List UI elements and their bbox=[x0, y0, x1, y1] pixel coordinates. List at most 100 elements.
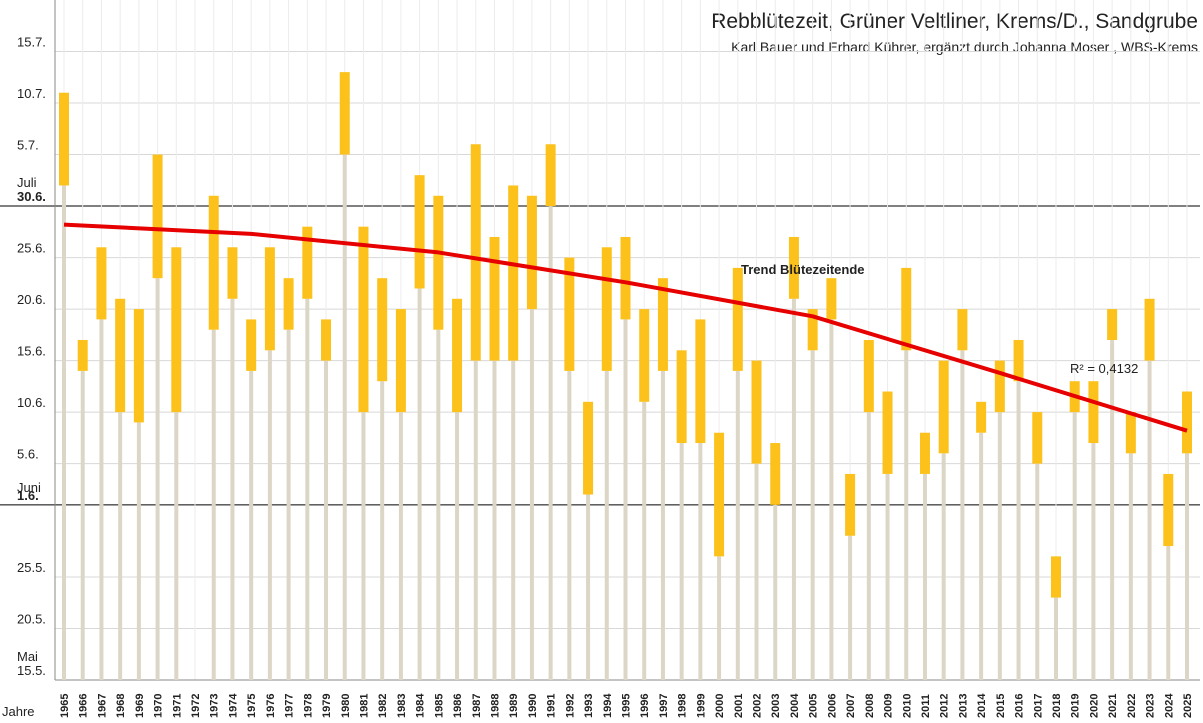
x-tick-label: 1970 bbox=[153, 694, 165, 718]
stem bbox=[885, 473, 890, 680]
x-axis-label: Jahre bbox=[2, 704, 35, 719]
x-tick-label: 2010 bbox=[901, 694, 913, 718]
month-label: Juli bbox=[17, 175, 37, 190]
x-tick-label: 2011 bbox=[920, 694, 932, 718]
stem bbox=[1128, 453, 1133, 680]
bar bbox=[264, 247, 275, 351]
bar bbox=[564, 257, 575, 371]
x-tick-label: 1978 bbox=[302, 694, 314, 718]
x-tick-label: 2002 bbox=[752, 694, 764, 718]
stem bbox=[1166, 546, 1171, 680]
y-tick-label: 1.6. bbox=[17, 488, 39, 503]
x-tick-label: 1980 bbox=[340, 694, 352, 718]
bar bbox=[863, 340, 874, 413]
trend-label: Trend Blütezeitende bbox=[741, 262, 865, 277]
stem bbox=[136, 422, 141, 680]
bar bbox=[751, 360, 762, 464]
bar bbox=[1088, 381, 1099, 444]
x-tick-label: 1996 bbox=[639, 694, 651, 718]
stem bbox=[1035, 463, 1040, 680]
stem bbox=[398, 412, 403, 680]
x-tick-label: 1997 bbox=[658, 694, 670, 718]
stem bbox=[567, 370, 572, 680]
stem bbox=[211, 329, 216, 680]
bar bbox=[1013, 340, 1024, 382]
stem bbox=[99, 319, 104, 680]
stem bbox=[174, 412, 179, 680]
bar bbox=[901, 267, 912, 351]
x-tick-label: 2025 bbox=[1182, 694, 1194, 718]
stem bbox=[492, 360, 497, 680]
stem bbox=[1110, 340, 1115, 680]
x-tick-label: 2015 bbox=[995, 694, 1007, 718]
stem bbox=[604, 370, 609, 680]
y-tick-label: 25.5. bbox=[17, 560, 46, 575]
x-tick-label: 1984 bbox=[415, 693, 427, 718]
bar bbox=[732, 267, 743, 371]
stem bbox=[1016, 381, 1021, 680]
bar bbox=[807, 309, 818, 351]
stem bbox=[249, 370, 254, 680]
bar bbox=[1032, 412, 1043, 464]
bar bbox=[976, 401, 987, 433]
bar bbox=[882, 391, 893, 474]
bar bbox=[601, 247, 612, 371]
stem bbox=[361, 412, 366, 680]
bar bbox=[657, 278, 668, 371]
stem bbox=[642, 401, 647, 680]
stem bbox=[791, 298, 796, 680]
bar bbox=[59, 92, 69, 186]
stem bbox=[473, 360, 478, 680]
stem bbox=[997, 412, 1002, 680]
x-tick-label: 2000 bbox=[714, 694, 726, 718]
bar bbox=[620, 236, 631, 320]
x-tick-label: 1985 bbox=[433, 694, 445, 718]
x-tick-label: 2019 bbox=[1070, 694, 1082, 718]
y-tick-label: 15.5. bbox=[17, 663, 46, 678]
stem bbox=[118, 412, 123, 680]
stem bbox=[679, 443, 684, 680]
bar bbox=[695, 319, 706, 444]
x-tick-label: 2004 bbox=[789, 693, 801, 718]
bar bbox=[919, 432, 930, 474]
x-tick-label: 2014 bbox=[976, 693, 988, 718]
x-tick-label: 1971 bbox=[171, 694, 183, 718]
x-tick-label: 1988 bbox=[489, 694, 501, 718]
y-tick-label: 25.6. bbox=[17, 241, 46, 256]
x-tick-label: 1999 bbox=[695, 694, 707, 718]
stem bbox=[773, 504, 778, 680]
bar bbox=[545, 144, 556, 207]
stem bbox=[286, 329, 291, 680]
x-tick-label: 1965 bbox=[59, 694, 71, 718]
x-tick-label: 2016 bbox=[1014, 694, 1026, 718]
month-label: Mai bbox=[17, 649, 38, 664]
stem bbox=[810, 350, 815, 680]
stem bbox=[904, 350, 909, 680]
bar bbox=[96, 247, 107, 320]
bar bbox=[526, 195, 537, 310]
bar bbox=[321, 319, 332, 361]
stem bbox=[230, 298, 235, 680]
y-tick-label: 5.7. bbox=[17, 138, 39, 153]
chart-subtitle: Karl Bauer und Erhard Kührer, ergänzt du… bbox=[731, 39, 1198, 55]
bar bbox=[470, 144, 481, 361]
bar bbox=[957, 309, 968, 351]
bar bbox=[339, 72, 350, 155]
bar bbox=[433, 195, 444, 330]
stem bbox=[1185, 453, 1189, 680]
stem bbox=[1072, 412, 1077, 680]
stem bbox=[155, 278, 160, 680]
bar bbox=[302, 226, 313, 299]
bar bbox=[377, 278, 388, 382]
y-tick-label: 20.5. bbox=[17, 611, 46, 626]
x-tick-label: 1968 bbox=[115, 694, 127, 718]
bar bbox=[115, 298, 126, 413]
y-tick-label: 20.6. bbox=[17, 292, 46, 307]
y-tick-label: 15.6. bbox=[17, 344, 46, 359]
x-tick-label: 1995 bbox=[621, 694, 633, 718]
bar bbox=[845, 473, 856, 536]
stem bbox=[1091, 443, 1096, 680]
stem bbox=[267, 350, 272, 680]
y-tick-label: 10.7. bbox=[17, 86, 46, 101]
r2-label: R² = 0,4132 bbox=[1070, 361, 1138, 376]
